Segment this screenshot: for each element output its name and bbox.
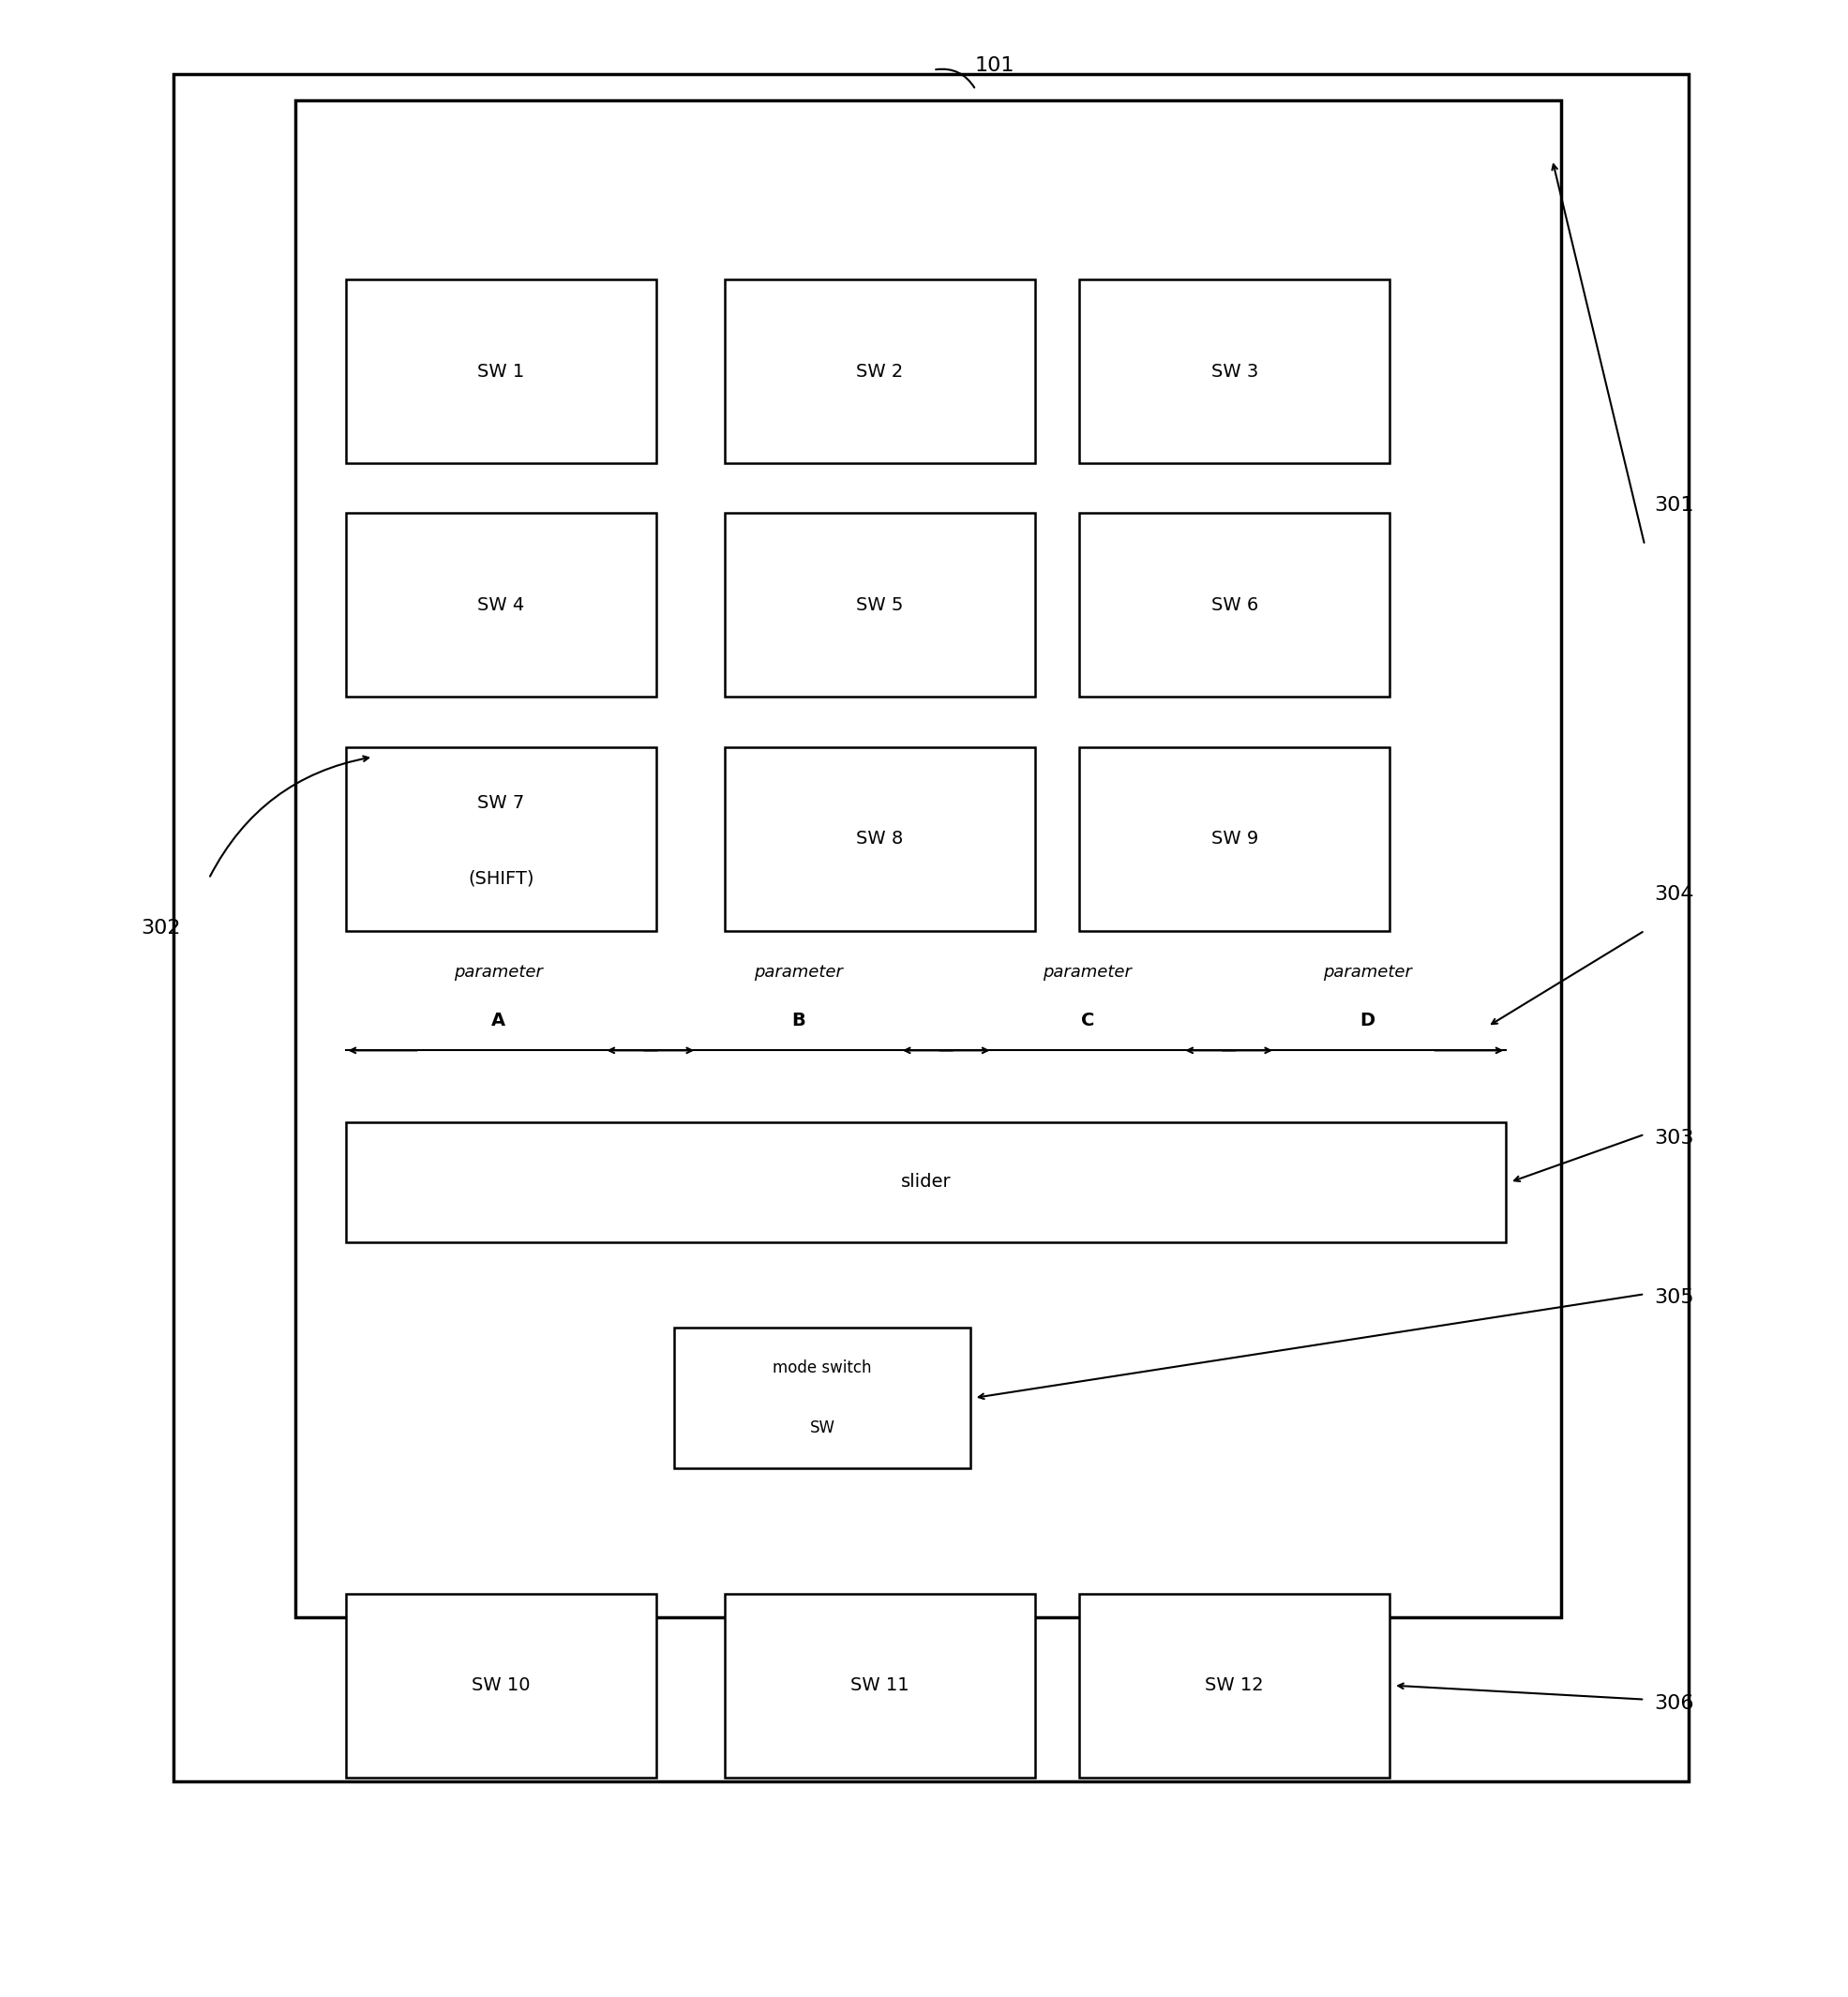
Text: 101: 101 <box>974 56 1015 76</box>
Text: 303: 303 <box>1654 1128 1695 1148</box>
FancyBboxPatch shape <box>346 1122 1506 1242</box>
Text: 304: 304 <box>1654 885 1695 905</box>
Text: SW 2: SW 2 <box>856 363 904 379</box>
Text: mode switch: mode switch <box>772 1360 872 1376</box>
Text: SW 4: SW 4 <box>477 597 525 613</box>
FancyBboxPatch shape <box>296 100 1562 1618</box>
Text: 306: 306 <box>1654 1693 1695 1713</box>
Text: slider: slider <box>900 1174 952 1190</box>
FancyBboxPatch shape <box>1079 513 1390 697</box>
FancyBboxPatch shape <box>724 513 1035 697</box>
Text: SW 6: SW 6 <box>1210 597 1258 613</box>
FancyBboxPatch shape <box>1079 747 1390 931</box>
Text: SW 12: SW 12 <box>1205 1677 1264 1693</box>
FancyBboxPatch shape <box>346 280 656 463</box>
Text: 301: 301 <box>1654 495 1695 515</box>
Text: SW 9: SW 9 <box>1210 831 1258 847</box>
Text: SW 3: SW 3 <box>1210 363 1258 379</box>
FancyBboxPatch shape <box>346 747 656 931</box>
Text: parameter: parameter <box>1323 965 1412 981</box>
Text: 305: 305 <box>1654 1288 1695 1308</box>
FancyBboxPatch shape <box>1079 1594 1390 1777</box>
Text: SW 11: SW 11 <box>850 1677 909 1693</box>
Text: 302: 302 <box>140 919 181 939</box>
FancyBboxPatch shape <box>346 1594 656 1777</box>
Text: parameter: parameter <box>453 965 543 981</box>
Text: B: B <box>791 1012 806 1028</box>
Text: SW 5: SW 5 <box>856 597 904 613</box>
Text: parameter: parameter <box>1042 965 1133 981</box>
FancyBboxPatch shape <box>724 747 1035 931</box>
FancyBboxPatch shape <box>724 280 1035 463</box>
Text: SW 7: SW 7 <box>477 795 525 811</box>
Text: C: C <box>1081 1012 1094 1028</box>
Text: SW 1: SW 1 <box>477 363 525 379</box>
Text: A: A <box>492 1012 505 1028</box>
Text: SW: SW <box>809 1420 835 1436</box>
FancyBboxPatch shape <box>1079 280 1390 463</box>
FancyBboxPatch shape <box>174 74 1689 1781</box>
Text: (SHIFT): (SHIFT) <box>468 871 534 887</box>
FancyBboxPatch shape <box>346 513 656 697</box>
FancyBboxPatch shape <box>724 1594 1035 1777</box>
FancyBboxPatch shape <box>675 1328 970 1468</box>
Text: parameter: parameter <box>754 965 843 981</box>
Text: SW 8: SW 8 <box>856 831 904 847</box>
Text: SW 10: SW 10 <box>471 1677 530 1693</box>
Text: D: D <box>1360 1012 1375 1028</box>
